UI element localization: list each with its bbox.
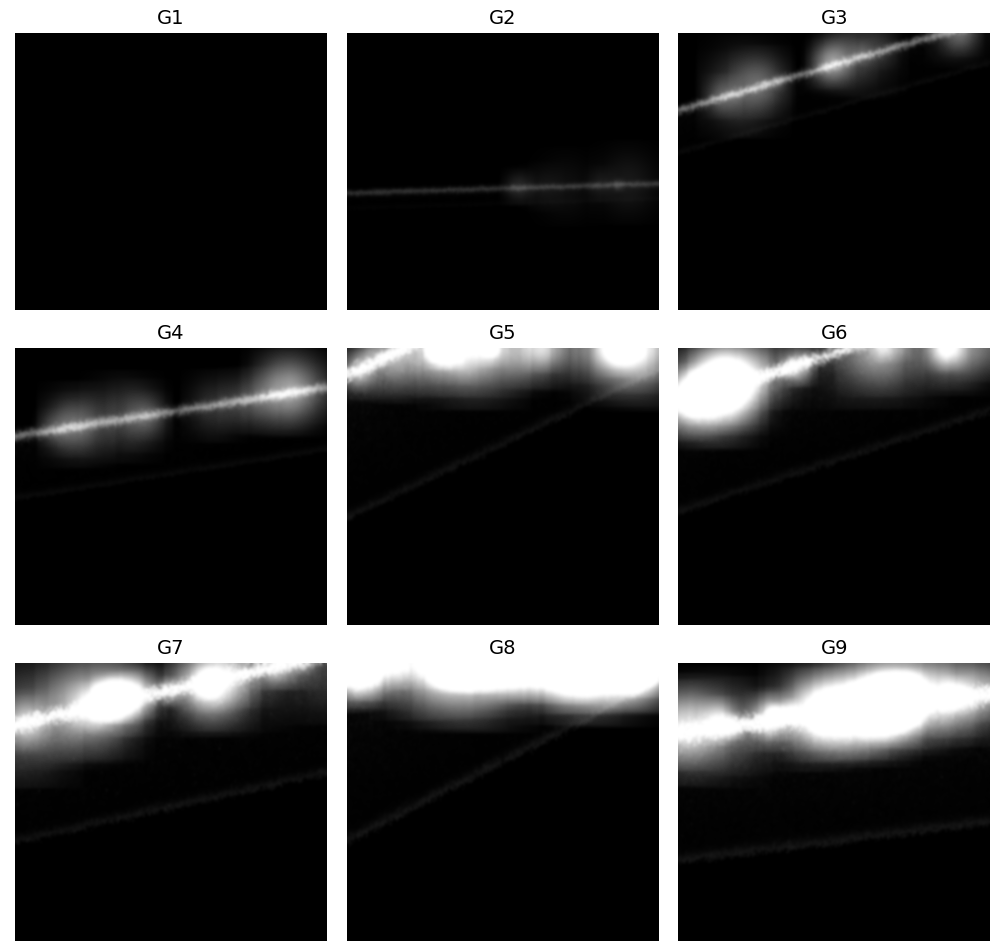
Text: G8: G8 <box>489 638 516 657</box>
Text: G2: G2 <box>489 9 516 28</box>
Text: G3: G3 <box>820 9 848 28</box>
Text: G1: G1 <box>157 9 185 28</box>
Text: G6: G6 <box>820 324 848 343</box>
Text: G5: G5 <box>489 324 516 343</box>
Text: G4: G4 <box>157 324 185 343</box>
Text: G7: G7 <box>157 638 185 657</box>
Text: G9: G9 <box>820 638 848 657</box>
